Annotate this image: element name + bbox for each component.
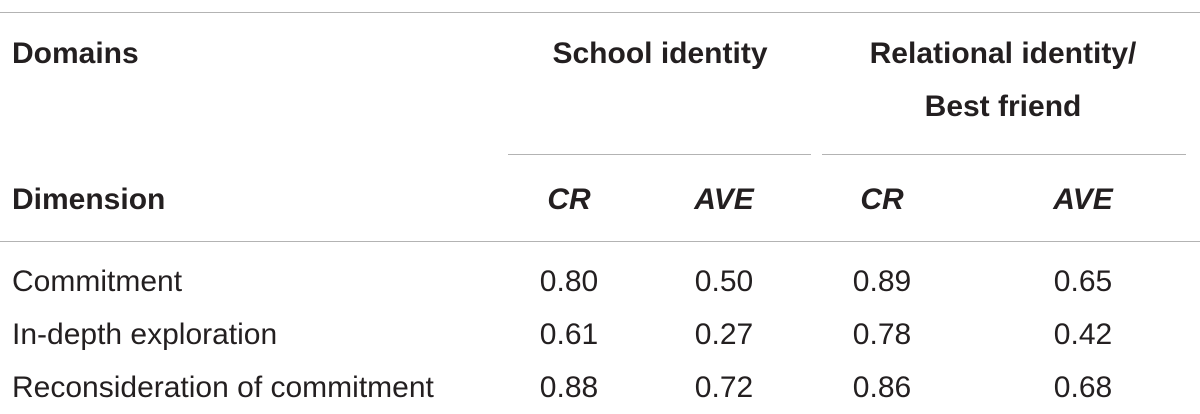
table-cell: 0.78 bbox=[852, 318, 912, 351]
table-cell: 0.89 bbox=[852, 265, 912, 298]
group-header-relational-identity-line1: Relational identity/ bbox=[869, 37, 1137, 70]
subheader-ave-school: AVE bbox=[694, 183, 754, 216]
domains-header: Domains bbox=[12, 37, 139, 70]
table-row-label: In-depth exploration bbox=[12, 318, 278, 351]
table-cell: 0.68 bbox=[1053, 371, 1113, 404]
header-bottom-rule bbox=[0, 241, 1200, 242]
group-header-school-identity: School identity bbox=[552, 37, 768, 70]
table-cell: 0.65 bbox=[1053, 265, 1113, 298]
dimension-header: Dimension bbox=[12, 183, 166, 216]
table-cell: 0.86 bbox=[852, 371, 912, 404]
table-cell: 0.27 bbox=[694, 318, 754, 351]
subheader-ave-relational: AVE bbox=[1053, 183, 1113, 216]
table-row-label: Reconsideration of commitment bbox=[12, 371, 434, 404]
table-row-label: Commitment bbox=[12, 265, 183, 298]
top-rule bbox=[0, 12, 1200, 13]
table-cell: 0.42 bbox=[1053, 318, 1113, 351]
group-rule-relational bbox=[822, 154, 1186, 155]
table-cell: 0.72 bbox=[694, 371, 754, 404]
table-cell: 0.50 bbox=[694, 265, 754, 298]
group-rule-school bbox=[508, 154, 811, 155]
subheader-cr-school: CR bbox=[547, 183, 591, 216]
group-header-relational-identity-line2: Best friend bbox=[924, 90, 1082, 123]
subheader-cr-relational: CR bbox=[860, 183, 904, 216]
table-cell: 0.61 bbox=[539, 318, 599, 351]
table-cell: 0.80 bbox=[539, 265, 599, 298]
table-cell: 0.88 bbox=[539, 371, 599, 404]
